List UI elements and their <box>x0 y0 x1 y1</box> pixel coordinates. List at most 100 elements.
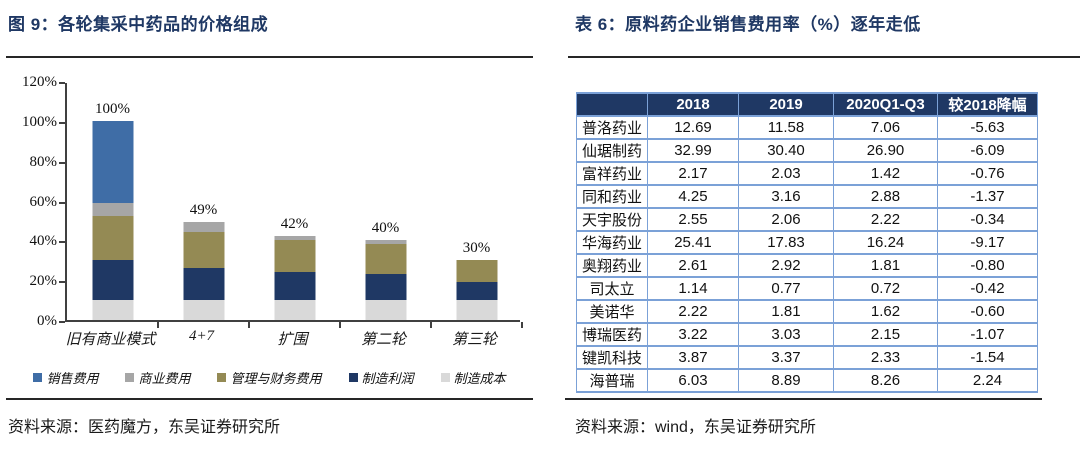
value-cell: 1.62 <box>833 299 938 324</box>
y-axis-tick-label: 120% <box>22 74 57 90</box>
legend-item: 商业费用 <box>125 368 190 387</box>
value-cell: 3.22 <box>647 322 739 347</box>
bar-value-label: 49% <box>189 202 218 219</box>
bar-value-label: 100% <box>95 100 130 117</box>
bar-segment-管理与财务费用 <box>456 260 497 283</box>
value-cell: -1.37 <box>937 184 1038 209</box>
bar-segment-管理与财务费用 <box>92 216 133 261</box>
table-title: 表 6：原料药企业销售费用率（%）逐年走低 <box>575 15 921 34</box>
table-row: 富祥药业 2.17 2.03 1.42 -0.76 <box>576 161 1038 186</box>
value-cell: -0.60 <box>937 299 1038 324</box>
bar-第二轮 <box>365 240 406 320</box>
bar-segment-制造成本 <box>456 300 497 320</box>
value-cell: -9.17 <box>937 230 1038 255</box>
value-cell: 30.40 <box>738 138 834 163</box>
table-row: 仙琚制药 32.99 30.40 26.90 -6.09 <box>576 138 1038 163</box>
bar-segment-管理与财务费用 <box>274 240 315 273</box>
company-name-cell: 奥翔药业 <box>576 253 648 278</box>
value-cell: 3.37 <box>738 345 834 370</box>
value-cell: 2.22 <box>647 299 739 324</box>
bar-segment-商业费用 <box>274 236 315 241</box>
value-cell: 3.16 <box>738 184 834 209</box>
legend-label: 销售费用 <box>46 371 99 386</box>
source-note-right: 资料来源：wind，东吴证券研究所 <box>575 419 816 436</box>
value-cell: 0.77 <box>738 276 834 301</box>
table-row: 奥翔药业 2.61 2.92 1.81 -0.80 <box>576 253 1038 278</box>
value-cell: 2.33 <box>833 345 938 370</box>
table-row: 天宇股份 2.55 2.06 2.22 -0.34 <box>576 207 1038 232</box>
value-cell: 2.92 <box>738 253 834 278</box>
company-name-cell: 美诺华 <box>576 299 648 324</box>
value-cell: 2.17 <box>647 161 739 186</box>
value-cell: 7.06 <box>833 115 938 140</box>
y-axis-tick-label: 20% <box>29 273 58 290</box>
value-cell: 25.41 <box>647 230 739 255</box>
table-row: 司太立 1.14 0.77 0.72 -0.42 <box>576 276 1038 301</box>
value-cell: 8.26 <box>833 368 938 393</box>
value-cell: 8.89 <box>738 368 834 393</box>
legend-swatch-icon <box>125 373 135 382</box>
y-axis-tick-mark <box>59 241 65 244</box>
value-cell: -6.09 <box>937 138 1038 163</box>
x-axis-tick-mark <box>157 322 159 328</box>
x-axis-tick-mark <box>521 322 523 328</box>
bar-segment-商业费用 <box>365 240 406 245</box>
legend-label: 商业费用 <box>138 371 191 386</box>
bar-segment-制造成本 <box>92 300 133 320</box>
bar-value-label: 30% <box>462 240 491 257</box>
bar-segment-制造成本 <box>365 300 406 320</box>
y-axis-tick-mark <box>59 281 65 284</box>
y-axis-tick-mark <box>59 121 65 124</box>
value-cell: 32.99 <box>647 138 739 163</box>
table-header-cell: 2018 <box>647 92 739 117</box>
value-cell: -1.54 <box>937 345 1038 370</box>
company-name-cell: 同和药业 <box>576 184 648 209</box>
bar-4+7 <box>183 222 224 320</box>
x-axis-tick-mark <box>339 322 341 328</box>
footer-divider-left <box>6 398 533 400</box>
value-cell: 2.15 <box>833 322 938 347</box>
bar-value-label: 40% <box>371 220 400 237</box>
x-axis-tick-mark <box>248 322 250 328</box>
table-header-cell <box>576 92 648 117</box>
stacked-bar-chart: 0% 20% 40% 60% 80% 100% 120% 100% 49% 42% 40% 30% <box>22 74 523 329</box>
value-cell: 4.25 <box>647 184 739 209</box>
chart-legend: 销售费用 商业费用 管理与财务费用 制造利润 制造成本 <box>6 368 533 387</box>
value-cell: 17.83 <box>738 230 834 255</box>
value-cell: 11.58 <box>738 115 834 140</box>
company-name-cell: 仙琚制药 <box>576 138 648 163</box>
bar-segment-制造利润 <box>183 268 224 301</box>
y-axis-tick-label: 100% <box>22 113 57 130</box>
legend-label: 制造成本 <box>453 371 506 386</box>
table-body: 普洛药业 12.69 11.58 7.06 -5.63 仙琚制药 32.99 30.40 26.… <box>576 115 1038 393</box>
company-name-cell: 天宇股份 <box>576 207 648 232</box>
y-axis-tick-label: 80% <box>29 153 58 170</box>
table-header-cell: 2019 <box>738 92 834 117</box>
value-cell: 2.55 <box>647 207 739 232</box>
value-cell: 3.03 <box>738 322 834 347</box>
y-axis-tick-mark <box>59 82 65 84</box>
bar-segment-制造利润 <box>92 260 133 301</box>
value-cell: 2.03 <box>738 161 834 186</box>
legend-item: 制造成本 <box>440 368 506 387</box>
table-row: 美诺华 2.22 1.81 1.62 -0.60 <box>576 299 1038 324</box>
legend-label: 制造利润 <box>361 371 414 386</box>
value-cell: 2.88 <box>833 184 938 209</box>
table-head: 2018 2019 2020Q1-Q3 较2018降幅 <box>576 92 1038 117</box>
legend-swatch-icon <box>33 373 43 382</box>
y-axis-tick-label: 0% <box>37 313 57 329</box>
x-axis-category-label: 扩围 <box>277 332 308 348</box>
bar-segment-制造利润 <box>365 274 406 301</box>
value-cell: 1.81 <box>738 299 834 324</box>
value-cell: 3.87 <box>647 345 739 370</box>
bar-第三轮 <box>456 260 497 320</box>
value-cell: 16.24 <box>833 230 938 255</box>
value-cell: 2.06 <box>738 207 834 232</box>
figure-title: 图 9：各轮集采中药品的价格组成 <box>8 15 269 34</box>
table-header-cell: 较2018降幅 <box>937 92 1038 117</box>
value-cell: 2.61 <box>647 253 739 278</box>
value-cell: -0.80 <box>937 253 1038 278</box>
bar-segment-制造利润 <box>274 272 315 301</box>
value-cell: 1.42 <box>833 161 938 186</box>
